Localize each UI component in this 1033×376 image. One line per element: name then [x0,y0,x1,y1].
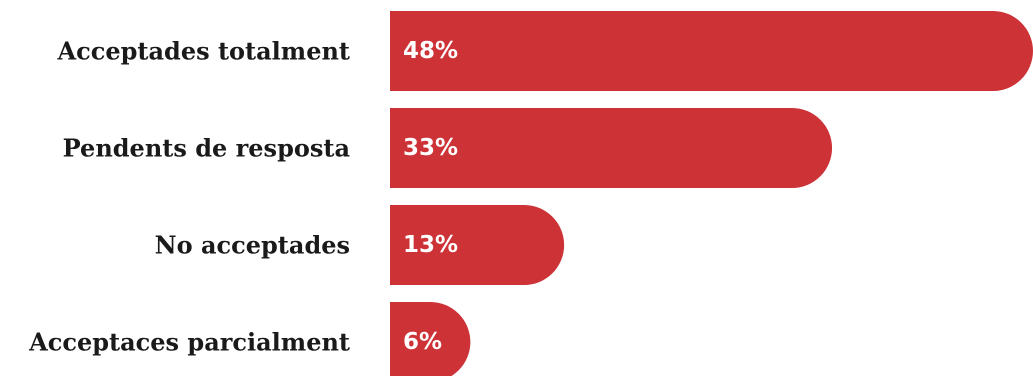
bars-layer [390,11,1033,376]
value-label-acceptaces-parcialment: 6% [403,329,442,355]
bar-acceptaces-parcialment [390,302,471,376]
category-label-pendents-de-resposta: Pendents de resposta [63,134,350,163]
category-labels: Acceptades totalment Pendents de resposta… [28,37,350,357]
bar-pendents-de-resposta [390,108,833,188]
bar-no-acceptades [390,205,565,285]
category-label-acceptades-totalment: Acceptades totalment [57,37,351,66]
value-label-no-acceptades: 13% [403,232,458,258]
value-label-pendents-de-resposta: 33% [403,135,458,161]
category-label-acceptaces-parcialment: Acceptaces parcialment [28,328,350,357]
value-label-acceptades-totalment: 48% [403,38,458,64]
category-label-no-acceptades: No acceptades [155,231,350,260]
value-labels: 48% 33% 13% 6% [403,38,458,355]
bar-acceptades-totalment [390,11,1033,91]
